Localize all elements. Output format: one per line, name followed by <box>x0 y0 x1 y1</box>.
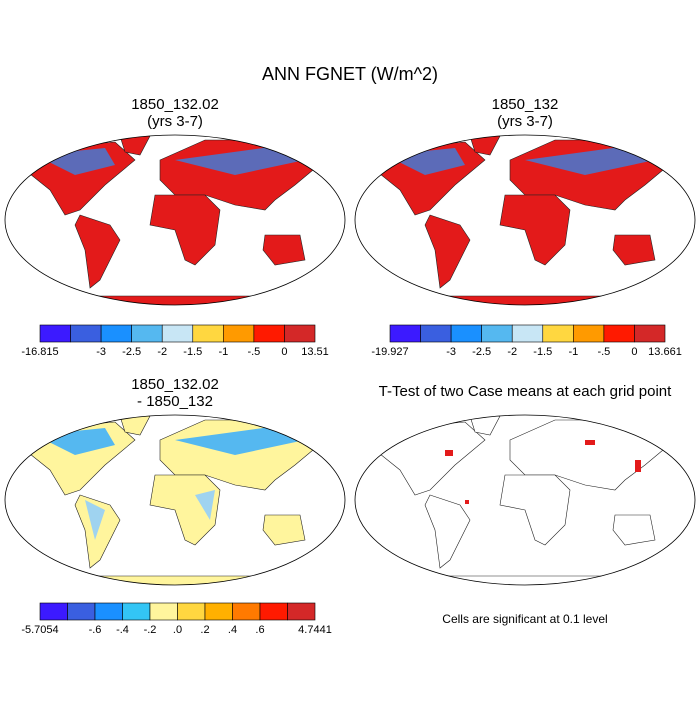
colorbar-label: -1 <box>218 346 228 358</box>
map-panel <box>354 134 696 306</box>
panel-title: 1850_132.02 <box>131 96 219 113</box>
colorbar-label: .6 <box>255 624 264 636</box>
colorbar-label: 13.51 <box>301 346 329 358</box>
colorbar-label: -3 <box>446 346 456 358</box>
colorbar-label: -.6 <box>89 624 102 636</box>
colorbar-box <box>149 602 178 621</box>
map-panel <box>4 414 346 586</box>
map-panel <box>354 414 696 586</box>
colorbar-label: -1.5 <box>183 346 202 358</box>
colorbar-box <box>573 324 605 343</box>
panel-title: 1850_132 <box>492 96 559 113</box>
colorbar-label: -2 <box>157 346 167 358</box>
colorbar-box <box>39 324 71 343</box>
colorbar-box <box>253 324 285 343</box>
panel-note: Cells are significant at 0.1 level <box>442 612 607 626</box>
colorbar-label: -16.815 <box>21 346 58 358</box>
colorbar-box <box>287 602 316 621</box>
colorbar-box <box>39 602 68 621</box>
panel-title: - 1850_132 <box>137 393 213 410</box>
colorbar-box <box>634 324 666 343</box>
colorbar-label: .0 <box>173 624 182 636</box>
colorbar-label: -.5 <box>597 346 610 358</box>
colorbar-label: -.4 <box>116 624 129 636</box>
colorbar-box <box>204 602 233 621</box>
colorbar-box <box>389 324 421 343</box>
colorbar-box <box>177 602 206 621</box>
panel-title: (yrs 3-7) <box>497 113 553 130</box>
colorbar-box <box>542 324 574 343</box>
colorbar-box <box>481 324 513 343</box>
colorbar-box <box>70 324 102 343</box>
colorbar-box <box>94 602 123 621</box>
colorbar-box <box>223 324 255 343</box>
colorbar-label: -3 <box>96 346 106 358</box>
panel-title: 1850_132.02 <box>131 376 219 393</box>
figure-title: ANN FGNET (W/m^2) <box>262 64 438 84</box>
colorbar-label: 0 <box>281 346 287 358</box>
colorbar-box <box>511 324 544 343</box>
colorbar-label: -.5 <box>247 346 260 358</box>
colorbar-box <box>100 324 132 343</box>
colorbar-box <box>259 602 288 621</box>
colorbar-box <box>131 324 163 343</box>
colorbar-box <box>67 602 96 621</box>
panel-title: (yrs 3-7) <box>147 113 203 130</box>
colorbar-label: 4.7441 <box>298 624 332 636</box>
colorbar-label: 0 <box>631 346 637 358</box>
colorbar-label: -19.927 <box>371 346 408 358</box>
colorbar-box <box>450 324 482 343</box>
colorbar-label: -2.5 <box>122 346 141 358</box>
colorbar-label: -2 <box>507 346 517 358</box>
colorbar-label: .4 <box>228 624 237 636</box>
map-panel <box>4 134 346 306</box>
colorbar-box <box>284 324 316 343</box>
colorbar-label: -5.7054 <box>21 624 58 636</box>
colorbar-label: -1 <box>568 346 578 358</box>
colorbar-label: 13.661 <box>648 346 682 358</box>
panel-title: T-Test of two Case means at each grid po… <box>379 383 672 400</box>
colorbar-label: -2.5 <box>472 346 491 358</box>
colorbar-box <box>161 324 194 343</box>
colorbar-label: .2 <box>200 624 209 636</box>
colorbar-label: -.2 <box>144 624 157 636</box>
colorbar-box <box>603 324 635 343</box>
colorbar-box <box>420 324 452 343</box>
colorbar-box <box>192 324 224 343</box>
colorbar-box <box>122 602 151 621</box>
colorbar-box <box>232 602 261 621</box>
colorbar-label: -1.5 <box>533 346 552 358</box>
